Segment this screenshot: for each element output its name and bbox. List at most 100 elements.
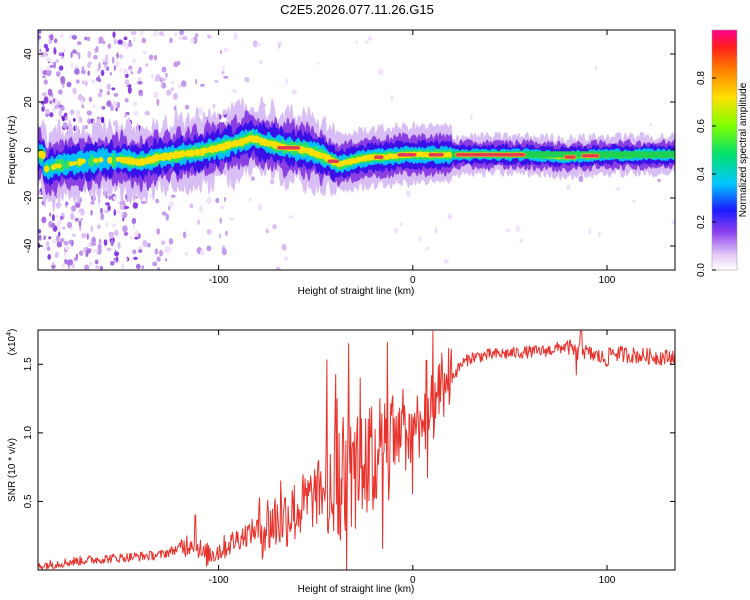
- spectrogram-noise-dot: [116, 52, 119, 59]
- spectrogram-noise-dot: [206, 245, 212, 252]
- spectrogram-noise-dot: [89, 261, 93, 266]
- spectrogram-noise-dot: [169, 37, 173, 44]
- spectrogram-noise-dot: [434, 226, 438, 234]
- spectrogram-noise-dot: [63, 240, 69, 246]
- spectrogram-noise-dot: [90, 201, 95, 205]
- spectrogram-noise-dot: [92, 104, 96, 109]
- spectrogram-noise-dot: [149, 192, 152, 199]
- spectrogram-noise-dot: [161, 240, 166, 246]
- spectrogram-noise-dot: [88, 96, 93, 103]
- spectrogram-noise-dot: [154, 248, 159, 255]
- spectrogram-noise-dot: [259, 59, 263, 65]
- spectrogram-noise-dot: [118, 54, 124, 59]
- spectrogram-noise-dot: [364, 40, 369, 44]
- spectrogram-noise-dot: [66, 221, 73, 229]
- spectrogram-noise-dot: [597, 231, 601, 238]
- spectrogram-ridge-band: [673, 151, 675, 158]
- spectrogram-noise-dot: [139, 92, 143, 97]
- spectrogram-noise-dot: [117, 39, 123, 45]
- spectrogram-ridge-layer: [38, 95, 675, 212]
- spectrogram-noise-dot: [155, 198, 160, 204]
- colorbar-gradient: [711, 29, 738, 271]
- spectrogram-noise-dot: [137, 81, 143, 85]
- spectrogram-noise-dot: [43, 245, 46, 250]
- spectrogram-noise-dot: [153, 91, 159, 99]
- spectrogram-noise-dot: [65, 259, 72, 266]
- spectrogram-noise-dot: [132, 223, 136, 230]
- spectrogram-ridge-core: [327, 159, 340, 164]
- spectrogram-noise-dot: [98, 40, 103, 44]
- spectrogram-noise-dot: [142, 50, 148, 55]
- spectrogram-noise-dot: [48, 236, 52, 240]
- spectrogram-noise-dot: [317, 62, 320, 65]
- spectrogram-noise-dot: [74, 68, 80, 75]
- spectrogram-noise-dot: [222, 247, 227, 256]
- spectrogram-noise-dot: [168, 201, 174, 207]
- spectrogram-noise-dot: [98, 238, 102, 244]
- spectrogram-noise-dot: [220, 50, 223, 54]
- spectrogram-y-axis-label: Frequency (Hz): [7, 116, 18, 185]
- spectrogram-noise-dot: [258, 203, 263, 211]
- spectrogram-noise-dot: [252, 40, 259, 48]
- spectrogram-noise-dot: [133, 256, 138, 260]
- spectrogram-noise-dot: [62, 116, 65, 122]
- spectrogram-noise-dot: [87, 62, 91, 69]
- spectrogram-noise-dot: [81, 66, 85, 70]
- spectrogram-noise-dot: [161, 66, 167, 73]
- spectrogram-noise-dot: [122, 68, 128, 75]
- spectrogram-noise-dot: [122, 225, 128, 233]
- spectrogram-noise-dot: [197, 219, 200, 225]
- spectrogram-noise-dot: [223, 47, 228, 52]
- spectrogram-noise-dot: [132, 58, 137, 64]
- spectrogram-noise-dot: [141, 37, 146, 44]
- snr-series-line: [38, 330, 675, 570]
- spectrogram-ridge-band: [671, 151, 675, 158]
- spectrogram-noise-dot: [62, 122, 68, 129]
- snr-multiplier-label: (x104): [6, 329, 18, 356]
- spectrogram-noise-dot: [171, 80, 175, 85]
- spectrogram-ridge-blob: [93, 158, 99, 163]
- spectrogram-noise-dot: [566, 184, 571, 190]
- spectrogram-noise-dot: [138, 245, 143, 250]
- spectrogram-noise-dot: [214, 80, 219, 83]
- spectrogram-noise-dot: [671, 219, 675, 225]
- spectrogram-noise-dot: [249, 198, 252, 202]
- spectrogram-noise-dot: [207, 34, 212, 39]
- spectrogram-noise-dot: [52, 98, 56, 103]
- spectrogram-noise-dot: [158, 31, 164, 36]
- spectrogram-noise-dot: [55, 71, 61, 77]
- colorbar-ticks: 0.0 0.2 0.4 0.6 0.8: [696, 71, 716, 277]
- spectrogram-noise-dot: [46, 69, 52, 77]
- spectrogram-noise-dot: [51, 214, 55, 222]
- spectrogram-noise-dot: [505, 228, 511, 233]
- spectrogram-noise-dot: [181, 80, 187, 88]
- colorbar-tick-label: 0.6: [696, 119, 707, 133]
- spectrogram-noise-dot: [406, 190, 411, 198]
- spectrogram-noise-dot: [121, 212, 124, 219]
- spectrogram-noise-dot: [85, 251, 89, 258]
- spectrogram-noise-dot: [101, 58, 106, 63]
- spectrogram-noise-dot: [51, 61, 54, 66]
- spectrogram-noise-dot: [97, 92, 103, 98]
- spectrogram-noise-dot: [137, 76, 142, 82]
- spectrogram-y-tick-label: 40: [23, 48, 34, 60]
- spectrogram-noise-dot: [390, 94, 394, 102]
- spectrogram-noise-dot: [277, 41, 283, 46]
- spectrogram-noise-dot: [93, 248, 99, 253]
- spectrogram-ridge-blob: [56, 163, 62, 169]
- spectrogram-noise-dot: [594, 65, 598, 70]
- spectrogram-noise-dot: [443, 258, 449, 264]
- spectrogram-noise-dot: [58, 109, 62, 117]
- spectrogram-noise-dot: [190, 38, 195, 43]
- spectrogram-noise-dot: [87, 70, 90, 76]
- spectrogram-y-tick-label: -20: [23, 190, 34, 205]
- spectrogram-noise-dot: [38, 229, 42, 234]
- spectrogram-noise-dot: [123, 113, 127, 118]
- spectrogram-noise-dot: [130, 31, 137, 35]
- spectrogram-noise-dot: [64, 116, 68, 121]
- spectrogram-ridge-core: [428, 152, 445, 158]
- spectrogram-noise-dot: [41, 106, 45, 112]
- spectrogram-noise-dot: [92, 236, 95, 243]
- spectrogram-y-tick-label: 0: [23, 147, 34, 153]
- spectrogram-noise-dot: [71, 62, 74, 70]
